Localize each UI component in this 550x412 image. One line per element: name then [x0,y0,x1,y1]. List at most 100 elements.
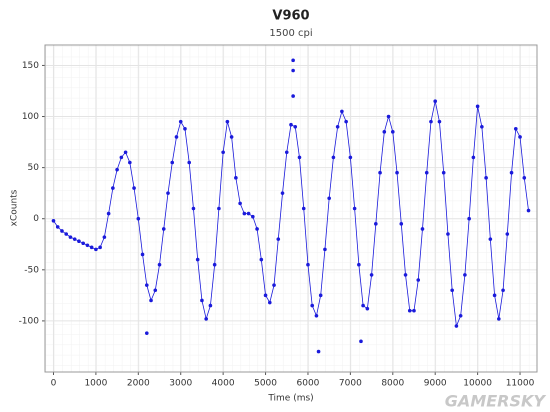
y-tick-label: 150 [22,61,39,71]
outlier-point [291,68,295,73]
point [526,208,531,213]
point [475,104,480,109]
point [191,206,196,211]
point [149,298,153,303]
chart-title: V960 [272,9,309,24]
point [386,114,391,119]
point [365,306,370,311]
point [471,155,476,160]
point [200,298,204,303]
minor-grid [45,45,537,372]
point [348,155,353,160]
point [484,176,488,180]
point [314,313,319,318]
x-axis-label: Time (ms) [267,394,313,404]
x-tick-label: 6000 [297,379,320,389]
point [488,237,493,241]
point [166,191,170,195]
point [195,257,200,262]
point [467,216,471,221]
point [106,211,111,216]
point [284,150,289,155]
point [119,155,124,160]
x-tick-label: 1000 [84,379,107,389]
point [229,135,234,139]
point [64,232,69,236]
point [429,119,433,124]
point [178,119,183,124]
point [407,308,412,313]
point [246,211,251,216]
point [153,288,158,293]
point [374,222,378,226]
point [412,308,416,313]
point [51,218,56,223]
point [361,303,365,308]
point [77,239,81,243]
point [111,186,115,190]
point [276,237,281,241]
point [136,216,141,221]
x-tick-label: 2000 [127,379,150,389]
point [85,243,90,248]
point [238,201,242,206]
point [437,119,442,124]
point [403,273,408,277]
point [522,176,527,180]
point [327,196,331,201]
point [513,126,518,131]
point [505,232,510,236]
y-tick-label: 100 [22,112,39,122]
watermark: GAMERSKY [445,392,547,411]
point [450,288,454,293]
point [94,247,98,252]
point [335,124,340,129]
point [293,124,298,129]
point [497,317,501,321]
point [132,186,136,190]
point [255,227,259,231]
point [399,222,404,226]
point [217,206,221,211]
point [272,283,276,287]
point [221,150,225,155]
x-tick-label: 5000 [254,379,277,389]
point [352,206,357,211]
outlier-point [291,94,295,98]
point [102,235,107,239]
y-axis-label: xCounts [10,189,20,226]
point [128,160,132,165]
point [480,124,484,129]
point [454,324,459,328]
point [60,229,64,233]
point [183,126,187,131]
point [390,130,395,134]
x-tick-label: 10000 [463,379,492,389]
point [161,227,166,231]
point [170,160,175,165]
point [433,99,438,104]
x-tick-label: 11000 [506,379,535,389]
point [378,170,382,175]
point [441,170,446,175]
outlier-point [291,58,295,63]
point [331,155,336,160]
x-tick-label: 0 [51,379,57,389]
point [267,300,272,305]
point [289,122,293,127]
x-tick-label: 8000 [381,379,404,389]
point [446,232,450,236]
point [306,262,310,267]
plot-frame [44,44,538,373]
outlier-point [144,331,149,335]
point [212,262,217,267]
point [81,241,85,246]
point [115,167,119,172]
y-tick-label: 0 [33,214,39,224]
point [492,293,497,298]
x-tick-label: 7000 [339,379,362,389]
point [369,273,374,277]
point [242,211,247,216]
point [424,170,429,175]
point [340,109,344,114]
